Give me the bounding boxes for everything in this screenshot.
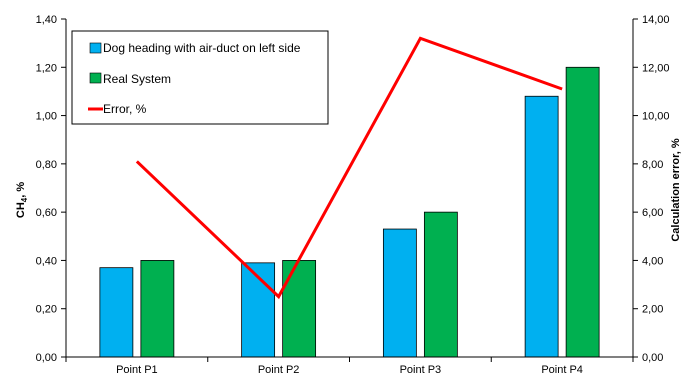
x-tick-label: Point P3 [400, 364, 442, 374]
bar-dog-heading-3 [382, 228, 417, 358]
bar-real-system-2 [282, 260, 317, 358]
bars-layer [99, 66, 600, 358]
left-tick-label: 0,60 [36, 207, 57, 219]
bar-dog-heading-1 [99, 267, 134, 358]
right-tick-label: 14,00 [642, 14, 670, 26]
x-tick-label: Point P4 [541, 364, 583, 374]
legend-swatch-real-system [89, 72, 102, 84]
left-tick-labels: 0,00 0,20 0,40 0,60 0,80 1,00 1,20 1,40 [36, 14, 66, 364]
left-tick-label: 1,40 [36, 14, 57, 26]
bar-dog-heading-4 [524, 95, 559, 358]
y2-axis-title: Calculation error, % [670, 138, 682, 242]
right-tick-label: 8,00 [642, 159, 663, 171]
legend-label-dog-heading: Dog heading with air-duct on left side [103, 41, 301, 55]
y-axis-title-main: CH [15, 202, 27, 218]
left-tick-label: 0,80 [36, 159, 57, 171]
right-tick-label: 12,00 [642, 62, 670, 74]
left-tick-label: 0,40 [36, 255, 57, 267]
x-tick-label: Point P2 [258, 364, 300, 374]
error-line [135, 36, 563, 300]
y-axis-title-unit: , % [15, 182, 27, 198]
legend-label-real-system: Real System [103, 72, 171, 86]
right-tick-label: 4,00 [642, 255, 663, 267]
right-tick-label: 0,00 [642, 352, 663, 364]
right-tick-labels: 0,00 2,00 4,00 6,00 8,00 10,00 12,00 14,00 [633, 14, 670, 364]
left-tick-label: 1,00 [36, 111, 57, 123]
y-axis-title: CH4, % [15, 182, 29, 218]
legend-box [71, 30, 329, 125]
legend-swatch-dog-heading [89, 42, 102, 54]
error-line-layer [135, 36, 563, 300]
bar-real-system-3 [423, 211, 458, 358]
right-tick-label: 2,00 [642, 304, 663, 316]
right-tick-label: 6,00 [642, 207, 663, 219]
left-tick-label: 0,20 [36, 304, 57, 316]
x-tick-label: Point P1 [116, 364, 158, 374]
x-tick-labels: Point P1 Point P2 Point P3 Point P4 [65, 357, 634, 374]
y-axis-title-sub: 4 [20, 197, 29, 202]
left-tick-label: 0,00 [36, 352, 57, 364]
legend: Dog heading with air-duct on left side R… [71, 30, 329, 125]
bar-real-system-4 [565, 66, 600, 358]
right-tick-label: 10,00 [642, 111, 670, 123]
legend-label-error: Error, % [103, 102, 147, 116]
left-tick-label: 1,20 [36, 62, 57, 74]
bar-real-system-1 [140, 260, 175, 358]
